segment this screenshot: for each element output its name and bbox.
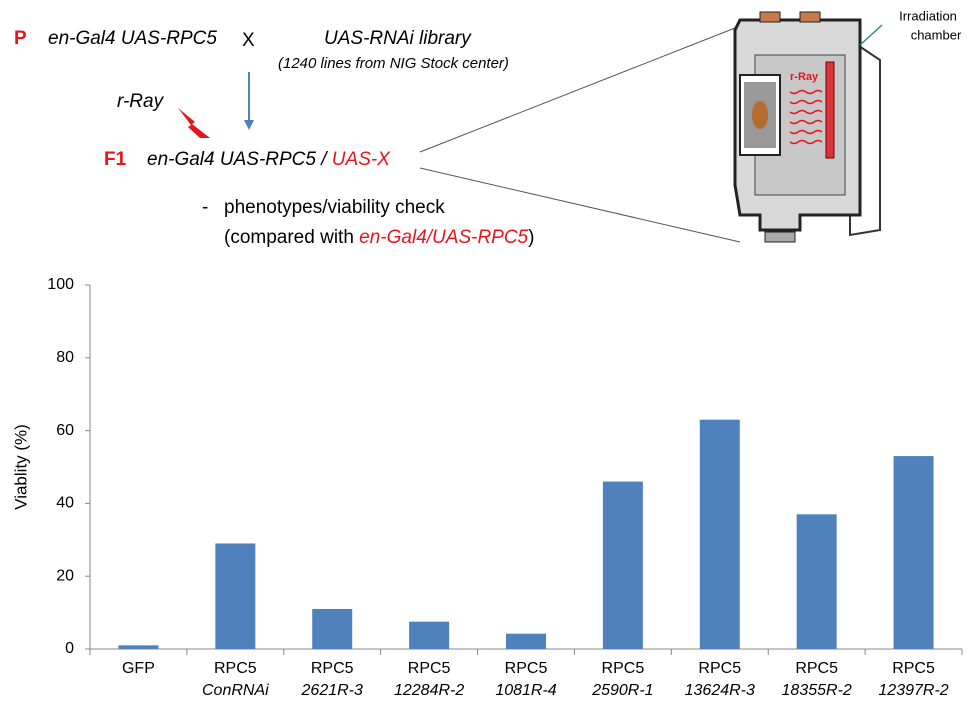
y-tick-label: 0 xyxy=(65,640,74,657)
fly xyxy=(752,101,768,129)
x-tick-label: RPC5 xyxy=(698,660,741,677)
compare-close: ) xyxy=(528,227,534,248)
y-tick-label: 80 xyxy=(56,349,74,366)
device-base xyxy=(764,231,796,243)
y-tick-label: 60 xyxy=(56,422,74,439)
x-tick-label: RPC5 xyxy=(214,660,257,677)
parent2-note: (1240 lines from NIG Stock center) xyxy=(278,55,509,72)
compare-geno: en-Gal4/UAS-RPC5 xyxy=(359,227,528,248)
cross: X xyxy=(242,30,255,51)
x-tick-label: RPC5 xyxy=(892,660,935,677)
x-tick-label: 1081R-4 xyxy=(495,682,556,699)
ray-bolt xyxy=(178,108,210,138)
x-tick-label: 13624R-3 xyxy=(685,682,755,699)
check: phenotypes/viability check xyxy=(224,197,445,218)
pointer xyxy=(859,24,883,46)
scheme: P en-Gal4 UAS-RPC5 X UAS-RNAi library (1… xyxy=(14,27,741,248)
bar xyxy=(215,543,256,649)
bar xyxy=(699,419,740,649)
zoom-line xyxy=(419,167,741,243)
y-tick-label: 20 xyxy=(56,567,74,584)
bar xyxy=(602,481,643,649)
x-tick-label: RPC5 xyxy=(408,660,451,677)
x-tick-label: 12397R-2 xyxy=(878,682,948,699)
parent2: UAS-RNAi library xyxy=(324,28,472,49)
dash: - xyxy=(202,197,208,218)
y-tick-label: 100 xyxy=(47,276,74,293)
p-label: P xyxy=(14,28,27,49)
f1-genotype: en-Gal4 UAS-RPC5 / UAS-X xyxy=(147,149,391,170)
parent1: en-Gal4 UAS-RPC5 xyxy=(48,28,217,49)
arrow-head xyxy=(244,120,254,130)
device-part xyxy=(799,11,821,23)
f1-geno: en-Gal4 UAS-RPC5 / xyxy=(147,149,332,170)
chart: Viablity (%) 0 20 40 60 80 100 GFP RPC5 ConRNAi R… xyxy=(11,276,963,699)
x-tick-label: 2621R-3 xyxy=(301,682,363,699)
f1-uas: UAS-X xyxy=(332,149,391,170)
bar xyxy=(796,514,837,649)
compare-open: (compared with xyxy=(224,227,359,248)
zoom-line xyxy=(419,27,736,153)
device-part xyxy=(759,11,781,23)
bar xyxy=(893,456,934,649)
rays xyxy=(789,89,823,145)
source-rod xyxy=(825,61,835,159)
x-tick-label: RPC5 xyxy=(505,660,548,677)
x-tick-label: RPC5 xyxy=(602,660,645,677)
x-tick-label: 12284R-2 xyxy=(394,682,464,699)
device-ray: r-Ray xyxy=(790,71,819,83)
y-tick-label: 40 xyxy=(56,495,74,512)
compare: (compared with en-Gal4/UAS-RPC5) xyxy=(224,227,534,248)
f1-label: F1 xyxy=(104,149,127,170)
bar xyxy=(409,621,450,649)
bar xyxy=(506,633,546,649)
bar xyxy=(118,645,159,649)
device: r-Ray Irradiation chamber xyxy=(733,8,962,243)
x-tick-label: ConRNAi xyxy=(202,682,269,699)
x-tick-label: GFP xyxy=(122,660,155,677)
y-axis-label: Viablity (%) xyxy=(11,424,30,510)
x-tick-label: 18355R-2 xyxy=(782,682,852,699)
chamber-label: chamber xyxy=(911,27,962,42)
bar xyxy=(312,608,353,649)
x-tick-label: RPC5 xyxy=(311,660,354,677)
chamber-label: Irradiation xyxy=(899,8,957,23)
ray-label: r-Ray xyxy=(117,91,165,112)
x-tick-label: 2590R-1 xyxy=(591,682,653,699)
x-tick-label: RPC5 xyxy=(795,660,838,677)
